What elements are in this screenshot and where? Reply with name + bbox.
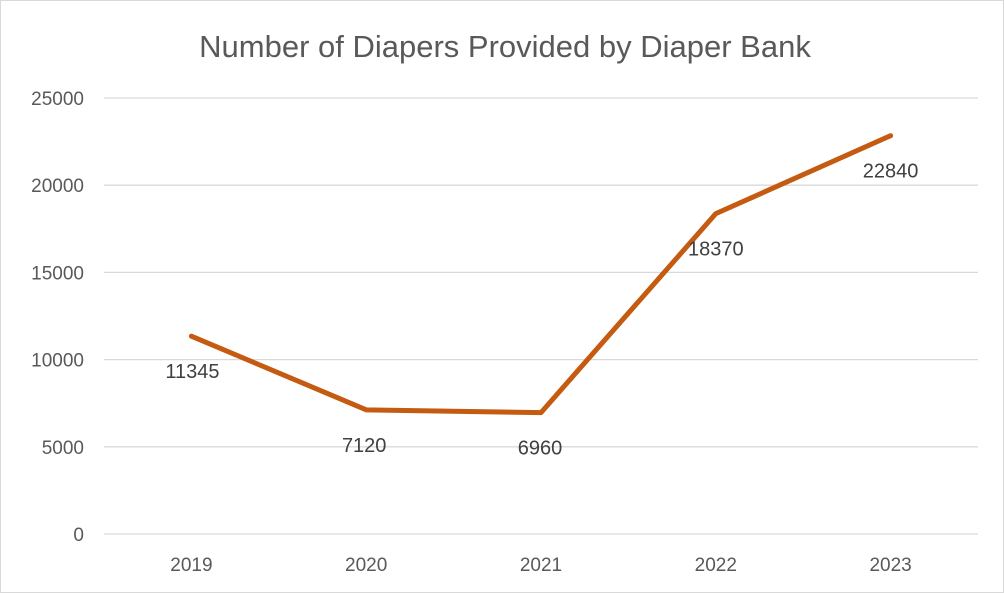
x-tick-label: 2023 xyxy=(869,555,911,576)
series-line xyxy=(188,133,894,416)
y-tick-label: 5000 xyxy=(42,438,84,459)
y-tick-label: 10000 xyxy=(31,351,84,372)
y-tick-label: 20000 xyxy=(31,176,84,197)
data-label-2021: 6960 xyxy=(518,438,563,460)
x-tick-label: 2019 xyxy=(170,555,212,576)
data-labels: 11345 7120 6960 18370 22840 xyxy=(165,161,918,460)
y-axis-tick-labels: 0 5000 10000 15000 20000 25000 xyxy=(31,89,84,546)
x-tick-label: 2020 xyxy=(345,555,387,576)
chart-title: Number of Diapers Provided by Diaper Ban… xyxy=(199,29,811,64)
data-label-2022: 18370 xyxy=(688,239,744,261)
x-tick-label: 2021 xyxy=(520,555,562,576)
y-tick-label: 15000 xyxy=(31,263,84,284)
y-tick-label: 25000 xyxy=(31,89,84,110)
x-axis-tick-labels: 2019 2020 2021 2022 2023 xyxy=(170,555,911,576)
y-tick-label: 0 xyxy=(73,525,84,546)
gridlines xyxy=(104,97,978,535)
data-label-2020: 7120 xyxy=(342,435,387,457)
series-line-path xyxy=(188,133,894,416)
data-label-2023: 22840 xyxy=(863,161,919,183)
data-label-2019: 11345 xyxy=(165,361,219,383)
x-tick-label: 2022 xyxy=(695,555,737,576)
